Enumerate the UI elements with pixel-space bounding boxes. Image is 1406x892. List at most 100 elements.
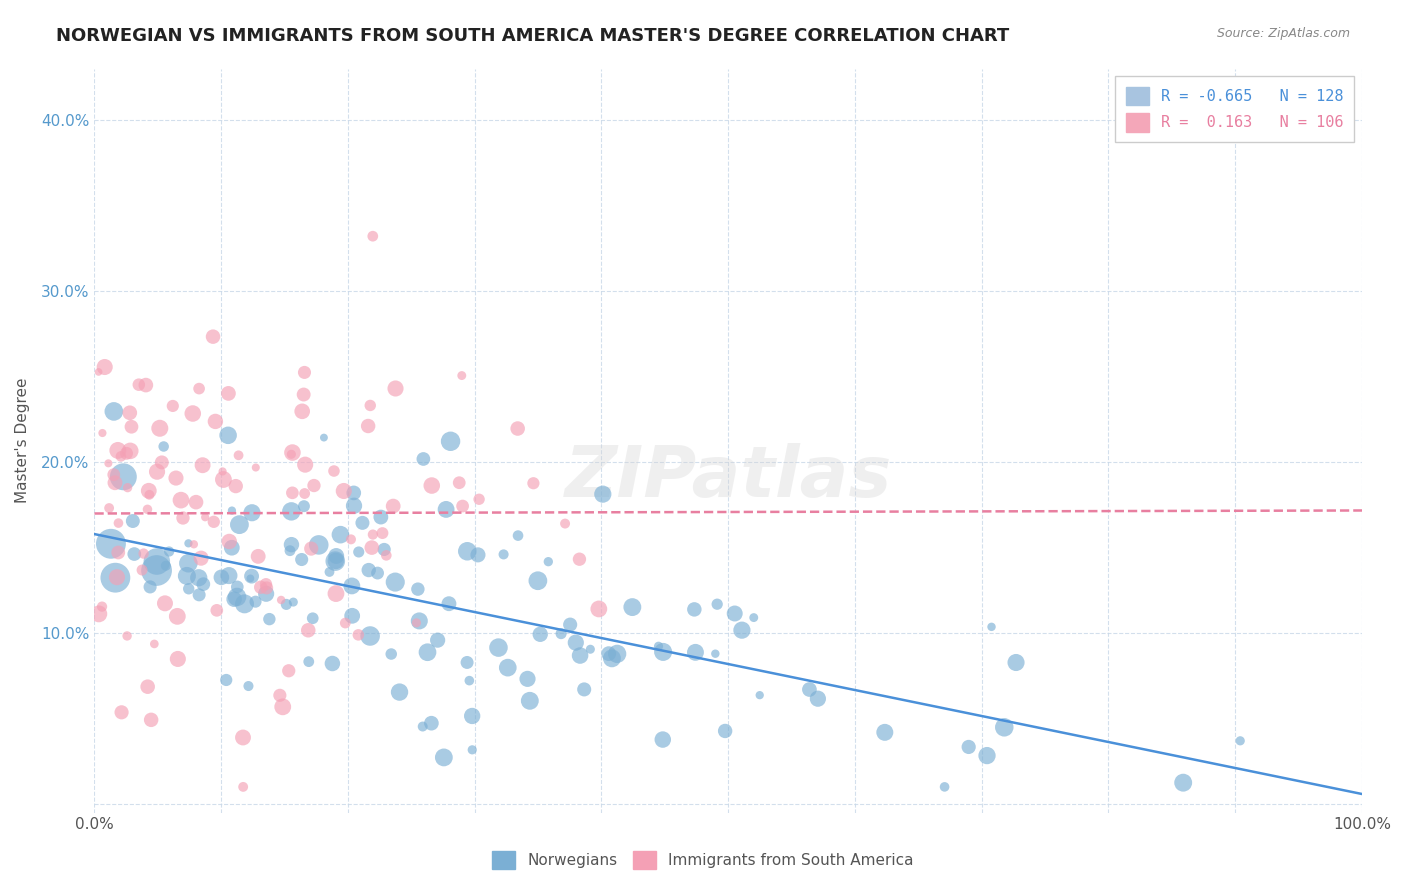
Norwegians (799, 682, 821, 697)
Norwegians (606, 647, 628, 661)
Norwegians (104, 571, 127, 585)
Immigrants from South America (468, 492, 491, 507)
Immigrants from South America (245, 460, 267, 475)
Norwegians (325, 554, 347, 568)
Immigrants from South America (150, 455, 173, 469)
Norwegians (308, 538, 330, 552)
Norwegians (519, 694, 541, 708)
Immigrants from South America (340, 533, 363, 547)
Norwegians (238, 679, 260, 693)
Norwegians (283, 595, 305, 609)
Immigrants from South America (449, 475, 471, 490)
Norwegians (367, 566, 389, 580)
Immigrants from South America (281, 485, 304, 500)
Immigrants from South America (107, 516, 129, 530)
Immigrants from South America (294, 486, 316, 500)
Immigrants from South America (297, 624, 319, 638)
Norwegians (537, 555, 560, 569)
Norwegians (177, 536, 200, 550)
Norwegians (412, 720, 434, 734)
Norwegians (221, 503, 243, 517)
Norwegians (343, 499, 366, 513)
Immigrants from South America (357, 419, 380, 434)
Norwegians (569, 648, 592, 663)
Norwegians (276, 598, 298, 612)
Immigrants from South America (451, 499, 474, 513)
Immigrants from South America (166, 609, 188, 624)
Immigrants from South America (323, 464, 346, 478)
Legend: Norwegians, Immigrants from South America: Norwegians, Immigrants from South Americ… (486, 845, 920, 875)
Immigrants from South America (228, 448, 250, 462)
Immigrants from South America (232, 780, 254, 794)
Norwegians (187, 571, 209, 585)
Norwegians (651, 732, 673, 747)
Text: Source: ZipAtlas.com: Source: ZipAtlas.com (1216, 27, 1350, 40)
Immigrants from South America (280, 447, 302, 461)
Norwegians (177, 556, 200, 570)
Text: ZIPatlas: ZIPatlas (565, 443, 891, 512)
Norwegians (461, 709, 484, 723)
Norwegians (233, 597, 256, 611)
Norwegians (121, 514, 143, 528)
Norwegians (298, 655, 321, 669)
Immigrants from South America (217, 386, 239, 401)
Norwegians (176, 569, 198, 583)
Immigrants from South America (190, 551, 212, 566)
Immigrants from South America (347, 628, 370, 642)
Immigrants from South America (146, 465, 169, 479)
Immigrants from South America (107, 545, 129, 559)
Norwegians (215, 673, 238, 687)
Norwegians (347, 545, 370, 559)
Norwegians (259, 612, 281, 626)
Norwegians (426, 633, 449, 648)
Immigrants from South America (360, 541, 382, 555)
Norwegians (226, 590, 249, 604)
Immigrants from South America (361, 229, 384, 244)
Immigrants from South America (254, 577, 277, 591)
Norwegians (359, 629, 381, 643)
Norwegians (550, 626, 572, 640)
Immigrants from South America (506, 421, 529, 435)
Immigrants from South America (149, 421, 172, 435)
Immigrants from South America (110, 706, 132, 720)
Immigrants from South America (588, 602, 610, 616)
Norwegians (600, 651, 623, 665)
Norwegians (292, 499, 315, 513)
Norwegians (146, 555, 169, 569)
Immigrants from South America (153, 596, 176, 610)
Immigrants from South America (132, 547, 155, 561)
Norwegians (506, 528, 529, 542)
Norwegians (647, 639, 669, 653)
Immigrants from South America (291, 404, 314, 418)
Immigrants from South America (97, 456, 120, 470)
Immigrants from South America (384, 382, 406, 396)
Norwegians (704, 647, 727, 661)
Norwegians (433, 750, 456, 764)
Immigrants from South America (117, 481, 139, 495)
Norwegians (278, 543, 301, 558)
Norwegians (439, 434, 461, 449)
Norwegians (621, 600, 644, 615)
Norwegians (280, 538, 302, 552)
Norwegians (1173, 775, 1195, 789)
Norwegians (188, 588, 211, 602)
Norwegians (152, 440, 174, 454)
Immigrants from South America (205, 603, 228, 617)
Immigrants from South America (450, 368, 472, 383)
Immigrants from South America (136, 680, 159, 694)
Immigrants from South America (166, 652, 188, 666)
Norwegians (496, 660, 519, 674)
Immigrants from South America (382, 499, 405, 513)
Norwegians (412, 452, 434, 467)
Norwegians (380, 647, 402, 661)
Norwegians (245, 595, 267, 609)
Immigrants from South America (93, 359, 115, 374)
Immigrants from South America (165, 471, 187, 485)
Immigrants from South America (139, 713, 162, 727)
Norwegians (224, 592, 246, 607)
Norwegians (652, 645, 675, 659)
Norwegians (565, 635, 588, 649)
Immigrants from South America (299, 541, 322, 556)
Norwegians (420, 716, 443, 731)
Norwegians (357, 563, 380, 577)
